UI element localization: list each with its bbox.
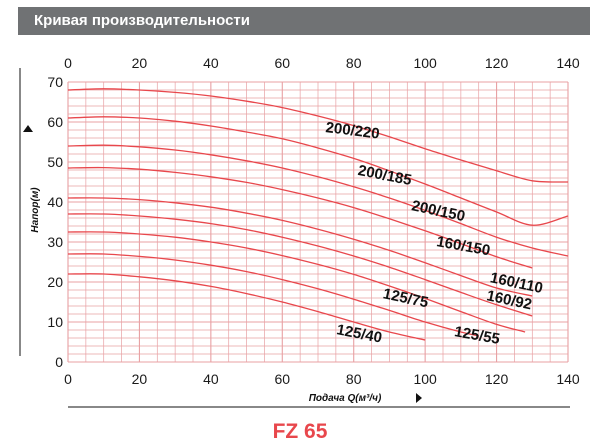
y-axis-title: Напор(м) (30, 187, 41, 233)
tick-labels: 0020204040606080801001001201201401400102… (47, 55, 579, 387)
curve-200-220 (67, 88, 569, 183)
y-tick-label: 40 (47, 194, 63, 210)
x-tick-label-bottom: 60 (274, 371, 290, 387)
x-tick-label-top: 0 (64, 55, 72, 71)
x-axis-arrow-icon (416, 393, 422, 403)
y-tick-label: 30 (47, 234, 63, 250)
x-tick-label-bottom: 20 (132, 371, 148, 387)
curve-160-150 (67, 166, 533, 269)
x-tick-label-top: 140 (556, 55, 580, 71)
curve-200-185 (67, 116, 569, 226)
header-bar: Кривая производительности (18, 7, 590, 35)
x-tick-label-bottom: 100 (413, 371, 437, 387)
x-tick-label-top: 40 (203, 55, 219, 71)
curve-160-92 (67, 213, 533, 317)
curve-200-150 (67, 144, 569, 257)
x-tick-label-bottom: 0 (64, 371, 72, 387)
y-tick-label: 60 (47, 114, 63, 130)
y-tick-label: 0 (55, 354, 63, 370)
curve-label-200-185: 200/185 (357, 162, 413, 189)
x-tick-label-bottom: 40 (203, 371, 219, 387)
x-tick-label-top: 100 (413, 55, 437, 71)
y-tick-label: 50 (47, 154, 63, 170)
y-axis-arrow-icon (23, 125, 33, 132)
x-tick-label-top: 120 (485, 55, 509, 71)
curve-160-110 (67, 197, 533, 297)
header-title: Кривая производительности (34, 12, 250, 29)
curve-label-200-220: 200/220 (325, 119, 381, 142)
curve-label-125-40: 125/40 (335, 321, 383, 346)
curve-125-40 (67, 273, 426, 341)
x-tick-label-bottom: 120 (485, 371, 509, 387)
axes: Подача Q(м³/ч) Напор(м) (19, 68, 570, 408)
curve-125-55 (67, 253, 479, 337)
x-tick-label-bottom: 140 (556, 371, 580, 387)
x-axis-title: Подача Q(м³/ч) (309, 393, 382, 404)
curve-label-125-55: 125/55 (453, 323, 501, 348)
x-tick-label-top: 20 (132, 55, 148, 71)
x-tick-label-bottom: 80 (346, 371, 362, 387)
curve-label-160-150: 160/150 (435, 233, 491, 259)
curve-125-75 (67, 231, 526, 333)
x-tick-label-top: 80 (346, 55, 362, 71)
curve-label-125-75: 125/75 (381, 285, 429, 311)
y-tick-label: 70 (47, 74, 63, 90)
model-label: FZ 65 (272, 420, 328, 443)
y-tick-label: 20 (47, 274, 63, 290)
y-tick-label: 10 (47, 314, 63, 330)
grid (67, 81, 569, 363)
curves (67, 88, 569, 341)
x-tick-label-top: 60 (274, 55, 290, 71)
